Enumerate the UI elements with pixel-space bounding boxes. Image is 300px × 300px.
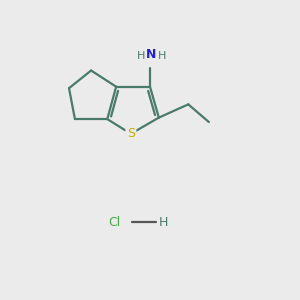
Text: N: N (146, 48, 157, 61)
Text: H: H (137, 51, 146, 62)
Text: H: H (158, 51, 166, 62)
Text: S: S (127, 127, 135, 140)
Text: H: H (159, 216, 168, 229)
Text: Cl: Cl (109, 216, 121, 229)
